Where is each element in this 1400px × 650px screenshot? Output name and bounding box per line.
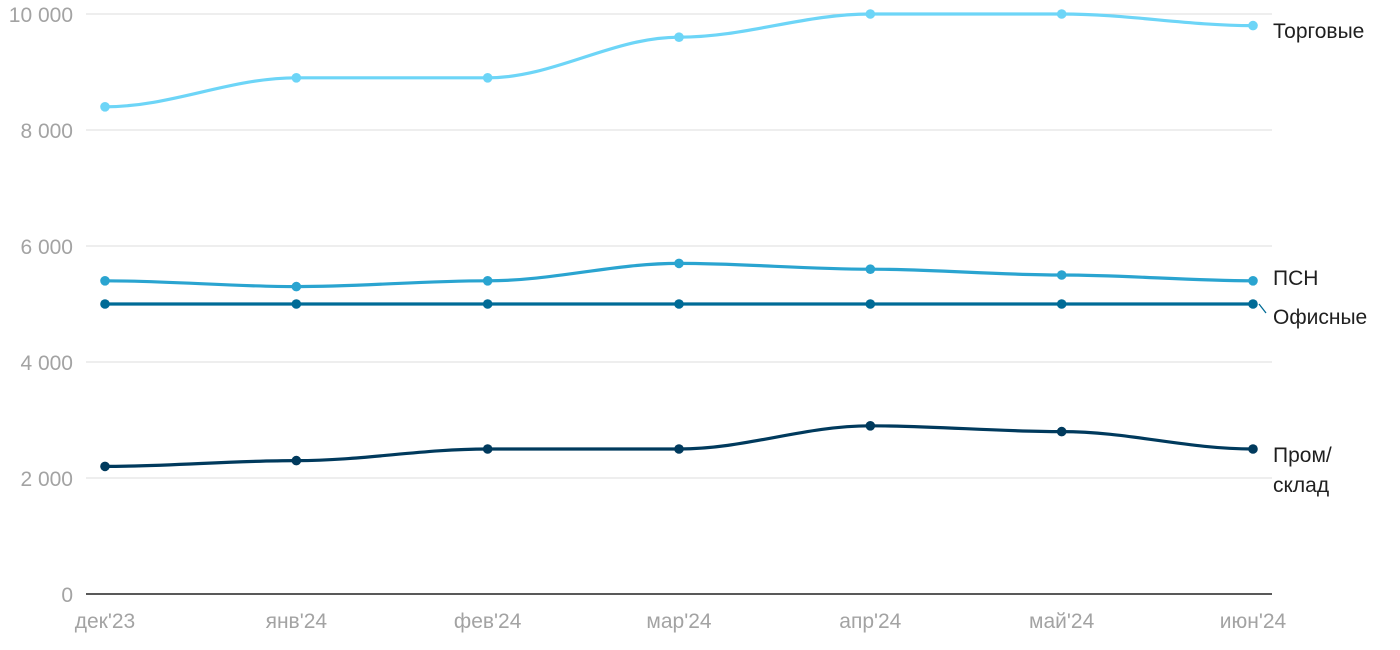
data-point-псн-2 — [482, 276, 493, 286]
y-tick-label-0: 0 — [61, 584, 73, 607]
data-point-офисные-0 — [100, 299, 110, 309]
x-tick-label-6: июн'24 — [1220, 610, 1287, 633]
series-label-connector-офисные — [1258, 303, 1267, 314]
series-label-line-пром-склад-1: склад — [1273, 474, 1329, 497]
x-tick-label-2: фев'24 — [454, 610, 522, 633]
data-point-торговые-5 — [1056, 9, 1067, 19]
data-point-торговые-2 — [482, 73, 493, 83]
y-tick-label-10000: 10 000 — [9, 4, 73, 27]
data-point-псн-4 — [865, 264, 876, 275]
grid-lines — [86, 13, 1272, 595]
y-tick-label-4000: 4 000 — [20, 352, 73, 375]
x-tick-label-0: дек'23 — [75, 610, 136, 633]
data-point-офисные-3 — [674, 299, 684, 309]
x-tick-label-4: апр'24 — [839, 610, 901, 633]
series-lines — [103, 12, 1255, 468]
x-axis-ticks: дек'23 янв'24 фев'24 мар'24 апр'24 май'24 июн'… — [75, 610, 1287, 633]
data-point-пром-склад-5 — [1056, 426, 1067, 437]
y-tick-label-6000: 6 000 — [20, 236, 73, 259]
data-point-торговые-0 — [100, 102, 110, 112]
series-label-line-псн-0: ПСН — [1273, 267, 1318, 290]
y-tick-label-8000: 8 000 — [20, 120, 73, 143]
y-axis-ticks: 0 2 000 4 000 6 000 8 000 10 000 — [9, 4, 73, 607]
data-point-пром-склад-4 — [865, 421, 876, 431]
data-point-офисные-4 — [865, 299, 876, 309]
data-point-пром-склад-0 — [100, 461, 110, 472]
x-tick-label-5: май'24 — [1029, 610, 1095, 633]
data-point-торговые-4 — [865, 9, 876, 19]
x-tick-label-1: янв'24 — [266, 610, 328, 633]
data-point-офисные-6 — [1248, 299, 1258, 309]
data-point-торговые-3 — [674, 32, 684, 42]
data-point-торговые-6 — [1248, 20, 1258, 31]
series-label-пром-склад: Пром/склад — [1273, 444, 1332, 497]
series-label-офисные: Офисные — [1273, 306, 1367, 329]
data-point-псн-6 — [1248, 276, 1258, 286]
series-label-торговые: Торговые — [1273, 20, 1364, 43]
data-point-псн-3 — [674, 258, 684, 269]
x-tick-label-3: мар'24 — [646, 610, 711, 633]
series-label-line-офисные-0: Офисные — [1273, 306, 1367, 329]
data-point-торговые-1 — [291, 73, 302, 83]
data-point-пром-склад-2 — [482, 444, 493, 454]
y-tick-label-2000: 2 000 — [20, 468, 73, 491]
data-point-псн-5 — [1056, 270, 1067, 280]
data-point-офисные-1 — [291, 299, 302, 309]
data-point-офисные-2 — [482, 299, 493, 309]
data-point-псн-0 — [100, 276, 110, 286]
data-point-пром-склад-1 — [291, 455, 302, 466]
series-line-торговые — [103, 12, 1255, 109]
series-label-псн: ПСН — [1273, 267, 1318, 290]
series-points — [100, 9, 1258, 472]
data-point-пром-склад-3 — [674, 444, 684, 454]
data-point-пром-склад-6 — [1248, 444, 1258, 454]
data-point-псн-1 — [291, 281, 302, 292]
series-label-line-пром-склад-0: Пром/ — [1273, 444, 1332, 467]
data-point-офисные-5 — [1056, 299, 1067, 309]
series-labels: Торговые ПСН Офисные Пром/склад — [1258, 20, 1367, 497]
series-label-line-торговые-0: Торговые — [1273, 20, 1364, 43]
